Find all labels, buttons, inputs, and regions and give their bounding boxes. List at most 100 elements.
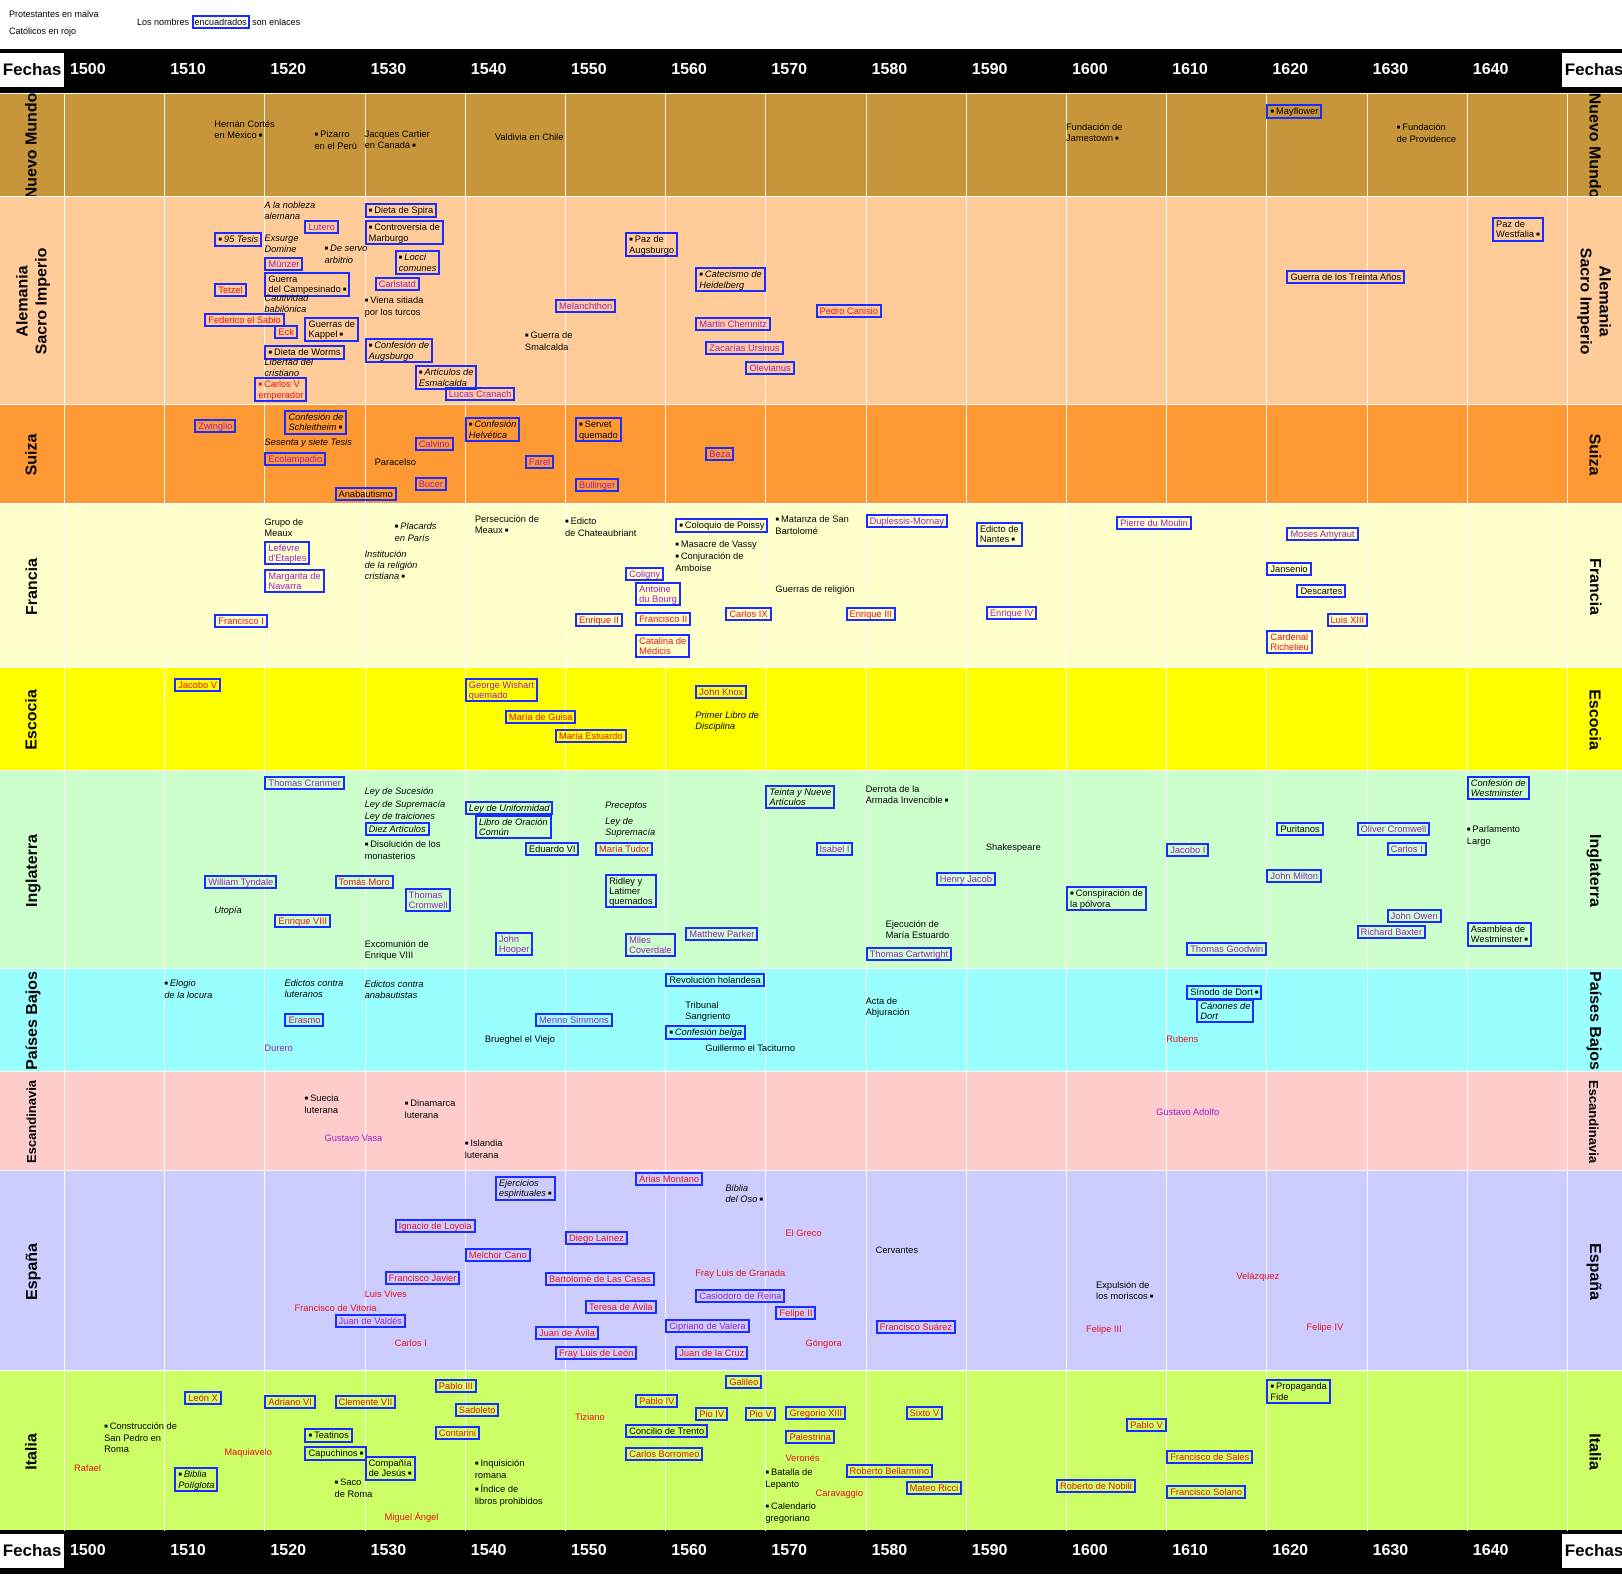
- event-link[interactable]: Isabel I: [815, 842, 854, 856]
- event-link[interactable]: Lutero: [304, 220, 339, 234]
- event-link[interactable]: Tetzel: [214, 283, 247, 297]
- event-link[interactable]: Enrique VIII: [274, 914, 331, 928]
- event-link[interactable]: Concilio de Trento: [625, 1424, 709, 1438]
- event-link[interactable]: Locci comunes: [394, 250, 441, 275]
- event-link[interactable]: Francisco II: [635, 612, 692, 626]
- event-link[interactable]: Cánones de Dort: [1196, 999, 1255, 1023]
- event-link[interactable]: Controversia de Marburgo: [364, 220, 444, 245]
- event-link[interactable]: Miles Coverdale: [625, 933, 676, 957]
- event-link[interactable]: Francisco Solano: [1166, 1485, 1247, 1499]
- event-link[interactable]: Ecolampadio: [264, 452, 327, 466]
- event-link[interactable]: Catecismo de Heidelberg: [695, 267, 766, 292]
- event-link[interactable]: Teresa de Ávila: [585, 1300, 657, 1314]
- event-link[interactable]: Luis XIII: [1326, 613, 1369, 627]
- event-link[interactable]: Beza: [705, 447, 735, 461]
- event-link[interactable]: Antoine du Bourg: [635, 582, 681, 606]
- event-link[interactable]: Ignacio de Loyola: [394, 1219, 476, 1233]
- event-link[interactable]: Calvino: [414, 437, 454, 451]
- event-link[interactable]: Arias Montano: [635, 1172, 704, 1186]
- event-link[interactable]: Roberto Bellarmino: [845, 1464, 934, 1478]
- event-link[interactable]: John Owen: [1386, 909, 1442, 923]
- event-link[interactable]: Mateo Ricci: [905, 1481, 963, 1495]
- event-link[interactable]: Pablo III: [434, 1379, 477, 1393]
- event-link[interactable]: Pierre du Moulin: [1116, 516, 1192, 530]
- event-link[interactable]: Pio V: [745, 1407, 776, 1421]
- event-link[interactable]: Propaganda Fide: [1266, 1379, 1331, 1404]
- event-link[interactable]: Adriano VI: [264, 1395, 316, 1409]
- event-link[interactable]: Carlos I: [1386, 842, 1427, 856]
- event-link[interactable]: Pablo IV: [635, 1394, 679, 1408]
- event-link[interactable]: Guerra del Campesinado: [264, 272, 351, 297]
- event-link[interactable]: Fray Luis de León: [554, 1346, 638, 1360]
- event-link[interactable]: Mayflower: [1266, 104, 1323, 119]
- event-link[interactable]: George Wishart quemado: [464, 678, 538, 702]
- event-link[interactable]: Contarini: [434, 1426, 480, 1440]
- event-link[interactable]: Melchor Cano: [464, 1248, 531, 1262]
- event-link[interactable]: John Knox: [695, 685, 748, 699]
- event-link[interactable]: María de Guisa: [504, 710, 577, 724]
- event-link[interactable]: Moses Amyraut: [1286, 527, 1359, 541]
- event-link[interactable]: Diego Laínez: [565, 1231, 628, 1245]
- event-link[interactable]: 95 Tesis: [214, 232, 263, 247]
- event-link[interactable]: Pio IV: [695, 1407, 729, 1421]
- event-link[interactable]: Roberto de Nobili: [1055, 1479, 1136, 1493]
- event-link[interactable]: Teatinos: [304, 1428, 353, 1443]
- event-link[interactable]: Pablo V: [1126, 1418, 1167, 1432]
- event-link[interactable]: Ley de Uniformidad: [464, 801, 554, 815]
- event-link[interactable]: Jacobo I: [1166, 843, 1210, 857]
- event-link[interactable]: Sixto V: [905, 1406, 944, 1420]
- event-link[interactable]: Confesión de Westminster: [1466, 776, 1530, 800]
- event-link[interactable]: Münzer: [264, 257, 304, 271]
- event-link[interactable]: Revolución holandesa: [665, 973, 765, 987]
- event-link[interactable]: Juan de la Cruz: [675, 1346, 749, 1360]
- event-link[interactable]: Menno Simmons: [534, 1013, 613, 1027]
- event-link[interactable]: Lucas Cranach: [444, 387, 516, 401]
- event-link[interactable]: Confesión de Schleitheim: [284, 410, 348, 435]
- event-link[interactable]: Francisco Javier: [384, 1271, 461, 1285]
- event-link[interactable]: Sínodo de Dort: [1186, 985, 1263, 1000]
- event-link[interactable]: Eduardo VI: [524, 842, 580, 856]
- event-link[interactable]: Melanchthon: [554, 299, 617, 313]
- event-link[interactable]: Federico el Sabio: [204, 313, 285, 327]
- event-link[interactable]: John Hooper: [494, 932, 534, 956]
- event-link[interactable]: María Estuardo: [554, 729, 627, 743]
- event-link[interactable]: Juan de Valdés: [334, 1314, 406, 1328]
- event-link[interactable]: Felipe II: [775, 1306, 817, 1320]
- event-link[interactable]: Puritanos: [1276, 822, 1324, 836]
- event-link[interactable]: Duplessis-Mornay: [865, 514, 948, 528]
- event-link[interactable]: Enrique III: [845, 607, 896, 621]
- event-link[interactable]: Guerras de Kappel: [304, 317, 359, 342]
- event-link[interactable]: Sadoleto: [454, 1403, 500, 1417]
- event-link[interactable]: Enrique IV: [985, 606, 1038, 620]
- event-link[interactable]: Thomas Goodwin: [1186, 942, 1268, 956]
- event-link[interactable]: Richard Baxter: [1356, 925, 1427, 939]
- event-link[interactable]: Thomas Cromwell: [404, 888, 452, 912]
- event-link[interactable]: Confesión de Augsburgo: [364, 338, 434, 363]
- event-link[interactable]: Tomás Moro: [334, 875, 394, 889]
- event-link[interactable]: Palestrina: [785, 1430, 835, 1444]
- event-link[interactable]: Guerra de los Treinta Años: [1286, 270, 1406, 284]
- event-link[interactable]: John Milton: [1266, 869, 1322, 883]
- event-link[interactable]: Bullinger: [575, 478, 620, 492]
- event-link[interactable]: Ridley y Latimer quemados: [605, 874, 657, 908]
- event-link[interactable]: Casiodoro de Reina: [695, 1289, 786, 1303]
- event-link[interactable]: Oliver Cromwell: [1356, 822, 1431, 836]
- event-link[interactable]: León X: [184, 1391, 222, 1405]
- event-link[interactable]: Cardenal Richelieu: [1266, 630, 1313, 654]
- event-link[interactable]: Olevianus: [745, 361, 795, 375]
- event-link[interactable]: Clemente VII: [334, 1395, 397, 1409]
- event-link[interactable]: Carlos IX: [725, 607, 772, 621]
- event-link[interactable]: Confesión Helvética: [464, 417, 521, 442]
- event-link[interactable]: Descartes: [1296, 584, 1347, 598]
- event-link[interactable]: Dieta de Spira: [364, 203, 438, 218]
- event-link[interactable]: Thomas Cartwright: [865, 947, 953, 961]
- event-link[interactable]: Confesión belga: [665, 1025, 747, 1040]
- event-link[interactable]: Compañía de Jesús: [364, 1456, 416, 1481]
- event-link[interactable]: Zwinglio: [194, 419, 237, 433]
- event-link[interactable]: Coligny: [625, 567, 665, 581]
- event-link[interactable]: Biblia Políglota: [174, 1467, 219, 1492]
- event-link[interactable]: Asamblea de Westminster: [1466, 922, 1532, 947]
- event-link[interactable]: Jansenio: [1266, 562, 1312, 576]
- event-link[interactable]: Enrique II: [575, 613, 623, 627]
- event-link[interactable]: Servet quemado: [575, 417, 622, 442]
